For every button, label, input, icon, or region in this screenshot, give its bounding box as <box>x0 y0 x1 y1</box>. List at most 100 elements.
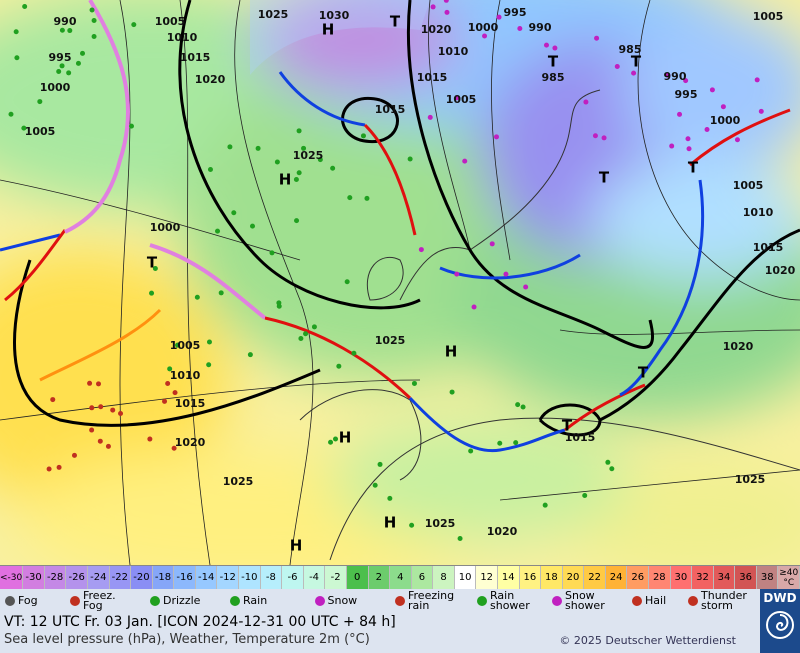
weather-symbol <box>686 146 692 152</box>
weather-symbol <box>194 294 200 300</box>
logo-icon <box>766 611 794 639</box>
weather-symbol <box>118 410 124 416</box>
scale-cell: 4 <box>390 566 412 590</box>
pressure-label: 990 <box>529 21 552 34</box>
weather-symbol <box>493 134 499 140</box>
weather-symbol <box>347 195 353 201</box>
weather-symbol <box>496 14 502 20</box>
legend-icon <box>632 595 642 606</box>
pressure-label: 1010 <box>167 31 198 44</box>
weather-symbol <box>91 18 97 24</box>
scale-cell: 24 <box>605 566 628 590</box>
pressure-label: 995 <box>504 6 527 19</box>
pressure-label: 1025 <box>293 149 324 162</box>
pressure-label: 1025 <box>735 473 766 486</box>
weather-symbol <box>734 137 740 143</box>
high-label: H <box>339 429 352 447</box>
weather-symbol <box>298 335 304 341</box>
weather-symbol <box>89 427 95 433</box>
weather-symbol <box>147 436 153 442</box>
weather-symbol <box>75 60 81 66</box>
weather-symbol <box>542 502 548 508</box>
pressure-label: 1010 <box>743 206 774 219</box>
scale-cell: 2 <box>368 566 391 590</box>
weather-symbol <box>592 133 598 139</box>
pressure-label: 1010 <box>170 369 201 382</box>
weather-symbol <box>704 127 710 133</box>
scale-cell: -22 <box>109 566 132 590</box>
weather-symbol <box>59 27 65 33</box>
weather-symbol <box>444 9 450 15</box>
weather-symbol <box>609 466 615 472</box>
scale-cell: -10 <box>239 566 261 590</box>
weather-symbol <box>317 157 323 163</box>
logo-text: DWD <box>763 591 797 605</box>
weather-symbol <box>372 482 378 488</box>
weather-symbol <box>56 464 62 470</box>
weather-symbol <box>250 223 256 229</box>
weather-symbol <box>218 290 224 296</box>
pressure-label: 995 <box>49 51 72 64</box>
scale-cell: -4 <box>303 566 326 590</box>
legend-icon <box>552 595 562 606</box>
description: Sea level pressure (hPa), Weather, Tempe… <box>4 632 370 647</box>
weather-symbol <box>231 210 237 216</box>
weather-symbol <box>13 29 19 35</box>
pressure-label: 1020 <box>421 23 452 36</box>
legend-label: Drizzle <box>163 593 201 607</box>
weather-symbol <box>443 0 449 3</box>
scale-cell: 28 <box>649 566 671 590</box>
weather-symbol <box>513 440 519 446</box>
scale-cell: 32 <box>692 566 714 590</box>
weather-symbol <box>605 459 611 465</box>
low-label: T <box>631 53 642 71</box>
scale-cell: -30 <box>23 566 45 590</box>
weather-symbol <box>685 136 691 142</box>
legend-icon <box>315 595 325 606</box>
weather-symbol <box>430 4 436 10</box>
legend-label: Thunder storm <box>701 588 747 612</box>
pressure-label: 1015 <box>375 103 406 116</box>
scale-cell: 8 <box>433 566 455 590</box>
scale-cell: 14 <box>497 566 520 590</box>
scale-cell: 38 <box>756 566 779 590</box>
high-label: H <box>322 21 335 39</box>
weather-symbol <box>462 158 468 164</box>
pressure-label: 1015 <box>180 51 211 64</box>
weather-symbol <box>411 380 417 386</box>
legend-label: Freez. Fog <box>83 588 116 612</box>
weather-symbol <box>311 324 317 330</box>
weather-symbol <box>454 95 460 101</box>
weather-symbol <box>303 331 309 337</box>
pressure-label: 1005 <box>25 125 56 138</box>
weather-symbol <box>468 448 474 454</box>
weather-symbol <box>165 380 171 386</box>
weather-symbol <box>683 78 689 84</box>
weather-symbol <box>387 495 393 501</box>
weather-symbol <box>523 284 529 290</box>
weather-symbol <box>171 445 177 451</box>
weather-symbol <box>96 381 102 387</box>
legend-icon <box>688 595 698 606</box>
temperature-scale: <-30 -30 -28 -26 -24 -22 -20 -18 -16 -14 -12 -10 -8-… <box>0 565 800 590</box>
weather-symbol <box>37 99 43 105</box>
weather-symbol <box>758 108 764 114</box>
pressure-label: 1015 <box>417 71 448 84</box>
weather-symbol <box>206 362 212 368</box>
scale-cell: 10 <box>454 566 477 590</box>
scale-cell: -16 <box>174 566 196 590</box>
scale-cell: 6 <box>411 566 434 590</box>
weather-symbol <box>293 176 299 182</box>
weather-symbols <box>8 0 764 541</box>
legend-label: Freezing rain <box>408 588 455 612</box>
weather-symbol <box>515 402 521 408</box>
high-label: H <box>279 171 292 189</box>
weather-symbol <box>471 304 477 310</box>
weather-symbol <box>543 42 549 48</box>
pressure-label: 1005 <box>446 93 477 106</box>
weather-symbol <box>333 436 339 442</box>
pressure-label: 1015 <box>565 431 596 444</box>
weather-symbol <box>552 45 558 51</box>
legend-label: Rain <box>243 593 268 607</box>
weather-symbol <box>517 25 523 31</box>
